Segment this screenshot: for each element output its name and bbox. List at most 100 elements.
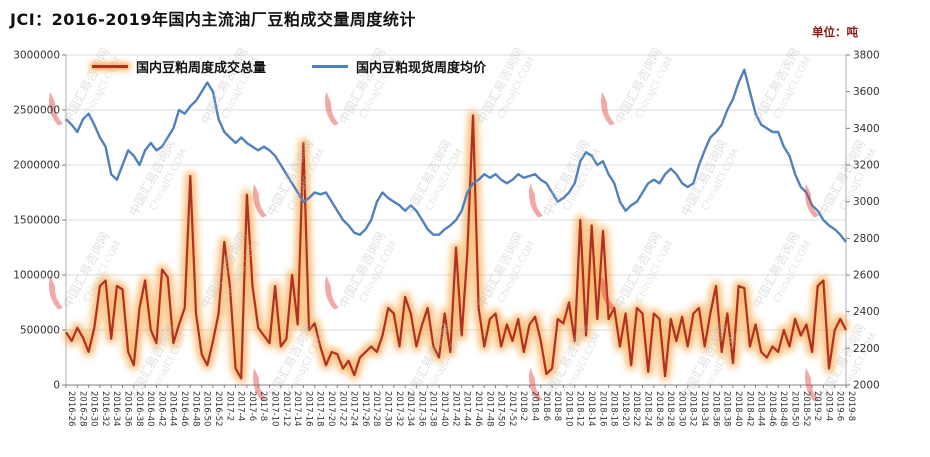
jci-logo-watermark — [601, 275, 615, 310]
left-axis-labels: 0 500000 1000000 1500000 2000000 2500000 30000… — [13, 50, 66, 392]
svg-text:2018-6: 2018-6 — [541, 391, 551, 421]
svg-text:2016-26: 2016-26 — [66, 391, 76, 427]
svg-text:2017-18: 2017-18 — [315, 391, 325, 427]
svg-text:3000: 3000 — [853, 196, 880, 208]
svg-text:2018-32: 2018-32 — [688, 391, 698, 427]
svg-text:2019-2: 2019-2 — [812, 391, 822, 421]
svg-text:2017-46: 2017-46 — [473, 391, 483, 427]
svg-text:2017-44: 2017-44 — [462, 391, 472, 427]
svg-text:2000000: 2000000 — [13, 160, 60, 172]
svg-text:2018-10: 2018-10 — [563, 391, 573, 427]
x-axis-labels: 2016-26 2016-28 2016-30 2016-32 2016-34 2016-… — [65, 385, 856, 427]
svg-text:1000000: 1000000 — [13, 270, 60, 282]
svg-text:500000: 500000 — [20, 325, 60, 337]
svg-text:2017-22: 2017-22 — [337, 391, 347, 427]
svg-text:2016-50: 2016-50 — [202, 391, 212, 427]
svg-text:2018-40: 2018-40 — [733, 391, 743, 427]
svg-text:2000: 2000 — [853, 380, 880, 392]
legend-item-volume: 国内豆粕周度成交总量 — [92, 57, 266, 76]
jci-logo-watermark — [805, 367, 819, 402]
svg-text:2016-42: 2016-42 — [156, 391, 166, 427]
svg-text:2017-6: 2017-6 — [247, 391, 257, 421]
svg-text:2018-46: 2018-46 — [767, 391, 777, 427]
svg-text:2018-8: 2018-8 — [552, 391, 562, 421]
volume-line — [65, 114, 847, 380]
svg-text:2019-6: 2019-6 — [835, 391, 845, 421]
svg-text:2016-28: 2016-28 — [77, 391, 87, 427]
jci-logo-watermark — [253, 367, 267, 402]
svg-text:2017-14: 2017-14 — [292, 391, 302, 427]
svg-text:2018-42: 2018-42 — [744, 391, 754, 427]
svg-text:2018-22: 2018-22 — [631, 391, 641, 427]
svg-text:2017-32: 2017-32 — [394, 391, 404, 427]
svg-text:2018-36: 2018-36 — [710, 391, 720, 427]
svg-text:3200: 3200 — [853, 160, 880, 172]
svg-text:2018-18: 2018-18 — [609, 391, 619, 427]
jci-logo-watermark — [49, 275, 63, 310]
svg-text:2018-4: 2018-4 — [529, 391, 539, 421]
svg-text:2018-12: 2018-12 — [575, 391, 585, 427]
svg-text:3800: 3800 — [853, 50, 880, 62]
svg-text:2018-34: 2018-34 — [699, 391, 709, 427]
svg-text:2017-42: 2017-42 — [450, 391, 460, 427]
svg-text:2017-38: 2017-38 — [428, 391, 438, 427]
svg-text:3600: 3600 — [853, 86, 880, 98]
svg-text:2017-28: 2017-28 — [371, 391, 381, 427]
svg-text:2017-20: 2017-20 — [326, 391, 336, 427]
svg-text:2019-4: 2019-4 — [823, 391, 833, 421]
jci-logo-watermark — [529, 367, 543, 402]
svg-text:2018-2: 2018-2 — [518, 391, 528, 421]
svg-text:2017-50: 2017-50 — [496, 391, 506, 427]
legend-label-price: 国内豆粕现货周度均价 — [356, 61, 487, 76]
svg-text:2017-2: 2017-2 — [224, 391, 234, 421]
svg-text:2018-28: 2018-28 — [665, 391, 675, 427]
svg-text:2018-48: 2018-48 — [778, 391, 788, 427]
svg-text:2800: 2800 — [853, 233, 880, 245]
svg-text:2016-36: 2016-36 — [123, 391, 133, 427]
svg-text:2018-52: 2018-52 — [801, 391, 811, 427]
svg-text:2018-16: 2018-16 — [597, 391, 607, 427]
svg-text:2016-52: 2016-52 — [213, 391, 223, 427]
jci-logo-watermark — [253, 183, 267, 218]
svg-text:2016-34: 2016-34 — [111, 391, 121, 427]
svg-text:2017-26: 2017-26 — [360, 391, 370, 427]
svg-text:2016-40: 2016-40 — [145, 391, 155, 427]
jci-logo-watermark — [49, 91, 63, 126]
volume-line-swatch — [92, 65, 128, 68]
svg-text:2017-30: 2017-30 — [383, 391, 393, 427]
jci-logo-watermark — [529, 183, 543, 218]
svg-text:0: 0 — [53, 380, 60, 392]
svg-text:2019-8: 2019-8 — [846, 391, 856, 421]
price-line — [65, 68, 847, 243]
svg-text:2016-46: 2016-46 — [179, 391, 189, 427]
jci-logo-watermark — [601, 91, 615, 126]
svg-text:2018-26: 2018-26 — [654, 391, 664, 427]
legend: 国内豆粕周度成交总量 国内豆粕现货周度均价 — [92, 57, 486, 76]
price-line-swatch — [312, 65, 349, 68]
jci-logo-watermark — [325, 275, 339, 310]
svg-text:2018-20: 2018-20 — [620, 391, 630, 427]
svg-text:2600: 2600 — [853, 270, 880, 282]
svg-text:1500000: 1500000 — [13, 215, 60, 227]
svg-text:2017-16: 2017-16 — [303, 391, 313, 427]
svg-text:2017-48: 2017-48 — [484, 391, 494, 427]
svg-text:2016-30: 2016-30 — [89, 391, 99, 427]
legend-item-price: 国内豆粕现货周度均价 — [312, 57, 486, 76]
svg-text:2016-32: 2016-32 — [100, 391, 110, 427]
svg-text:2017-12: 2017-12 — [281, 391, 291, 427]
svg-text:2018-50: 2018-50 — [789, 391, 799, 427]
jci-logo-watermark — [805, 183, 819, 218]
svg-text:2017-52: 2017-52 — [507, 391, 517, 427]
svg-text:2018-44: 2018-44 — [756, 391, 766, 427]
